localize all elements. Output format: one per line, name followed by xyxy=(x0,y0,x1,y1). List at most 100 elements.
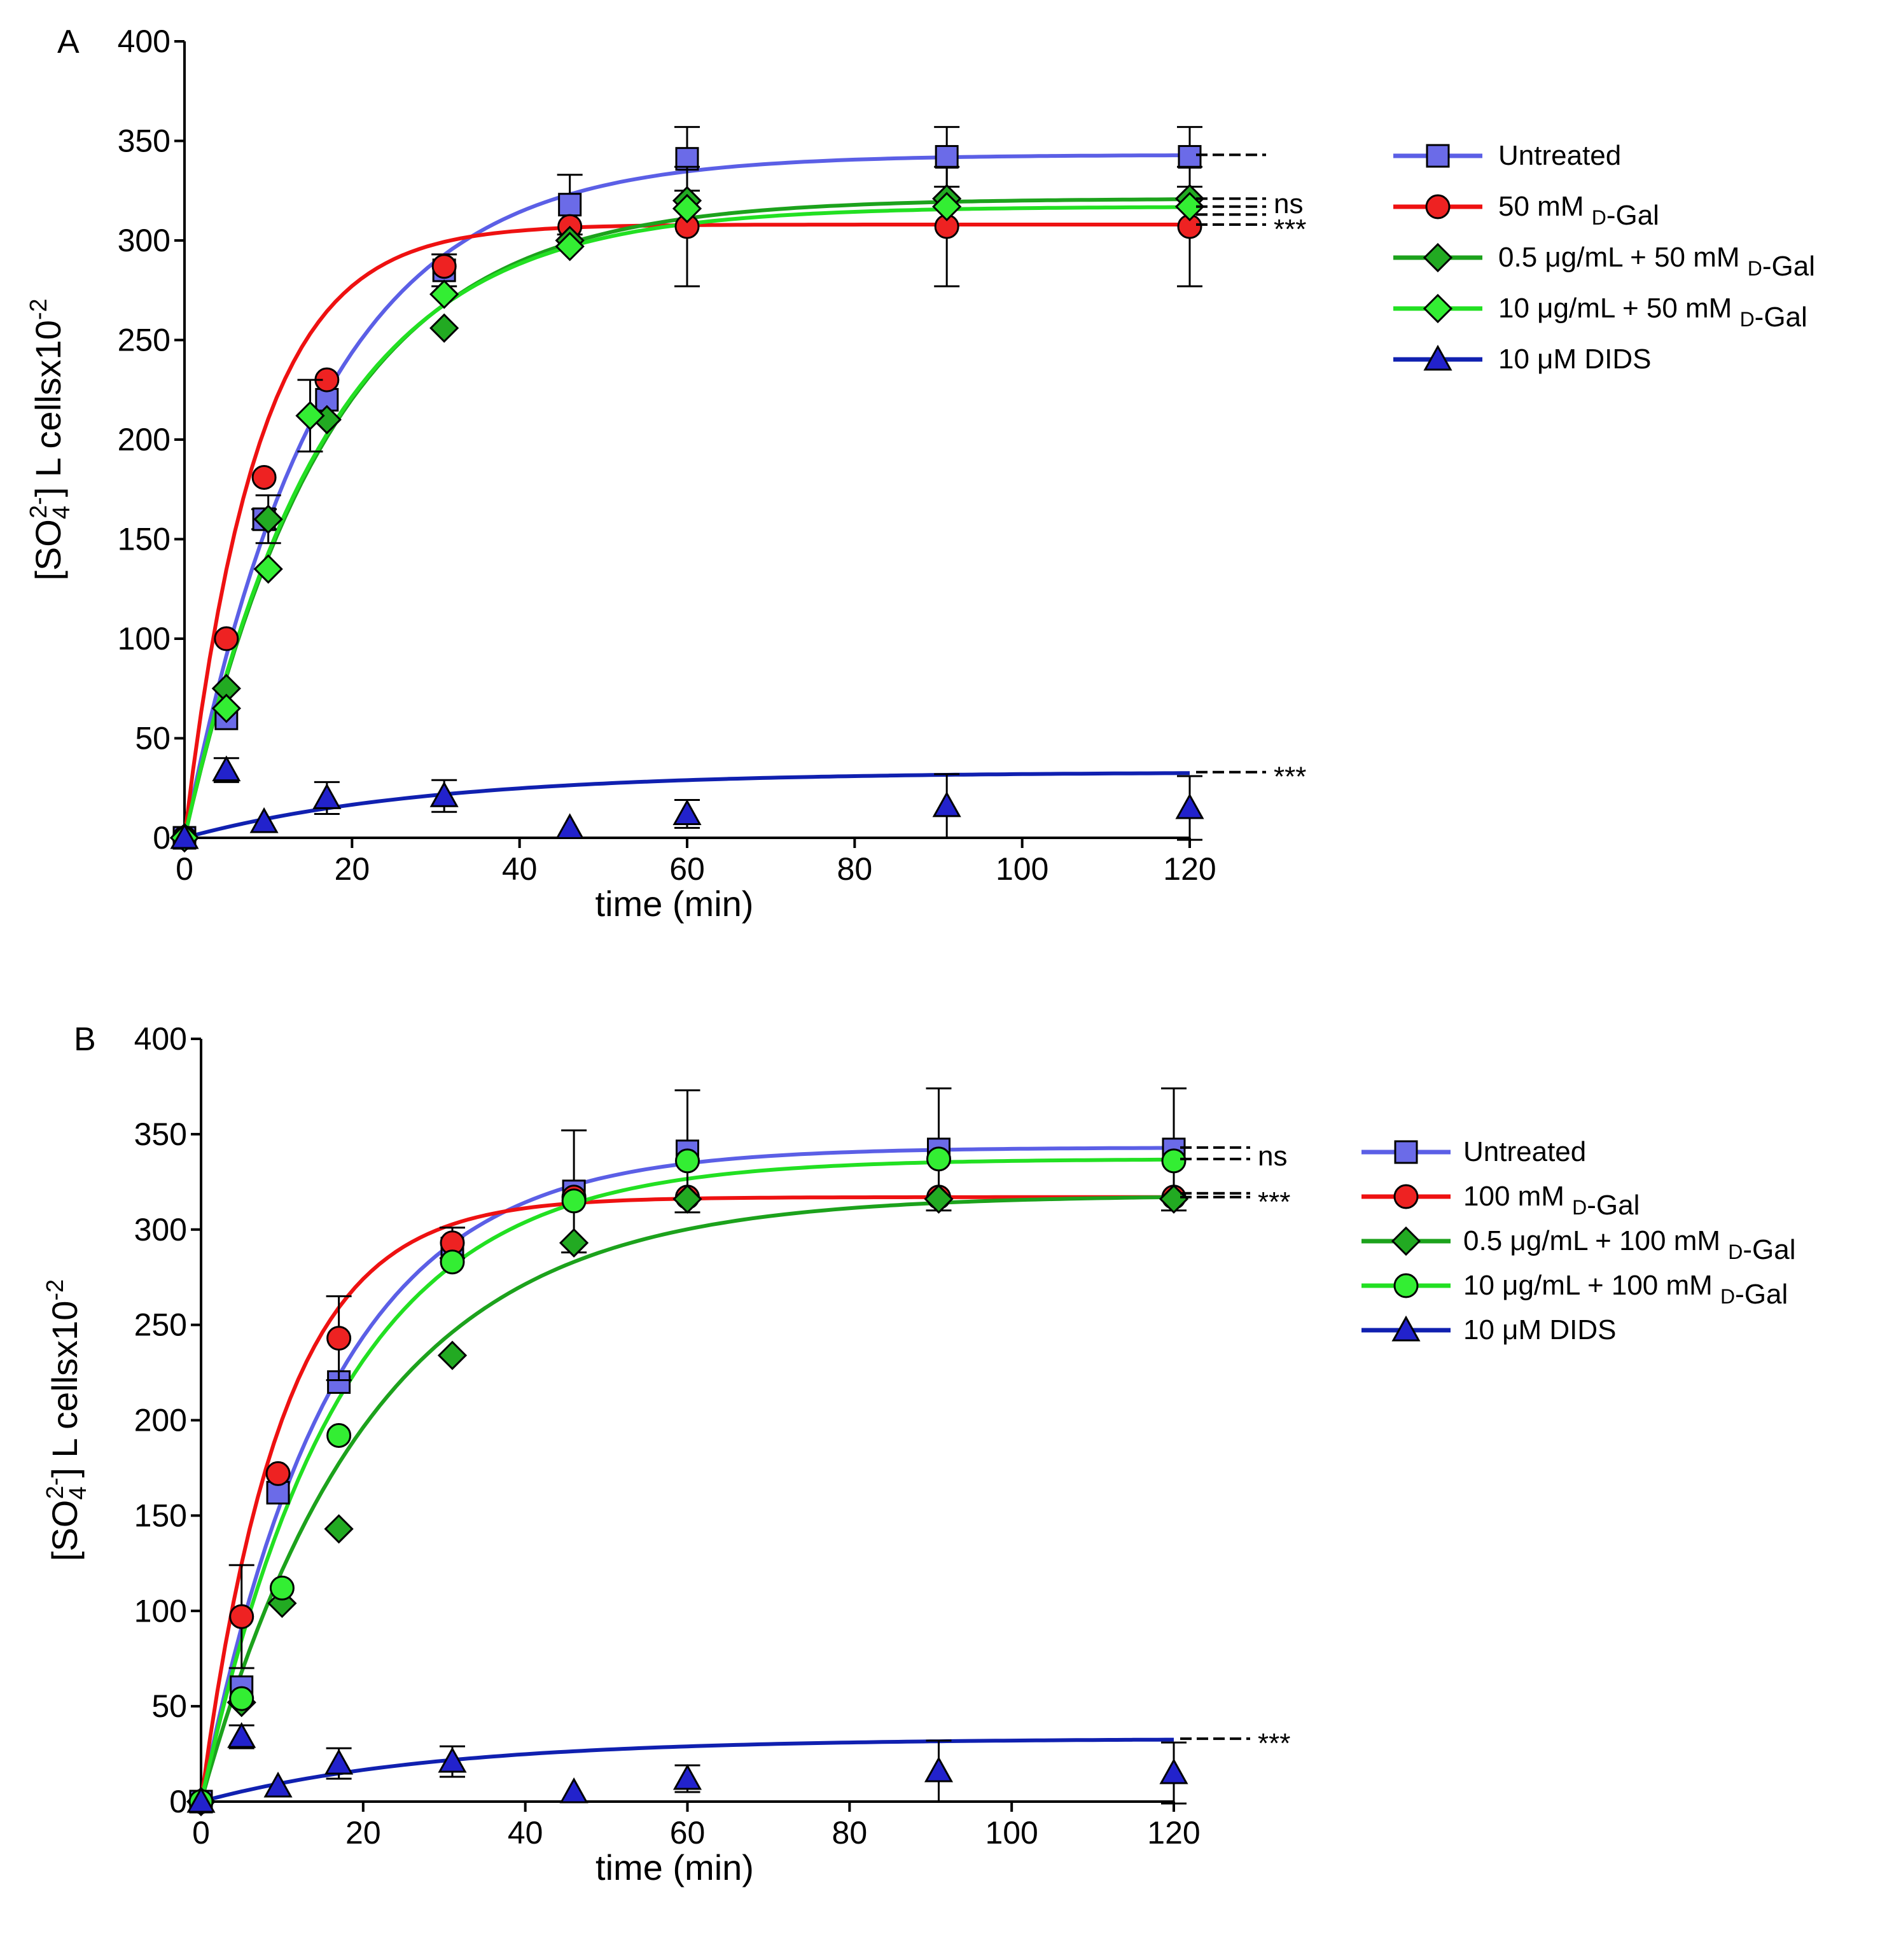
points-gal100 xyxy=(188,1185,1187,1814)
data-point-dids xyxy=(559,1777,588,1804)
y-axis-title-part: 4 xyxy=(48,506,75,519)
x-tick-label: 120 xyxy=(1147,1815,1200,1851)
y-tick-label: 200 xyxy=(118,422,171,457)
legend-item-dark_green: 0.5 μg/mL + 100 mM D-Gal xyxy=(1361,1225,1795,1265)
data-point-dids xyxy=(212,755,241,782)
data-point-dark_green xyxy=(559,1228,589,1258)
y-axis-title: [SO42-] L cellsx10-2 xyxy=(42,1279,92,1561)
data-point-light_green xyxy=(229,1686,254,1711)
legend-item-light_green: 10 μg/mL + 100 mM D-Gal xyxy=(1361,1270,1788,1310)
series-dids xyxy=(184,771,1190,840)
data-point-light_green xyxy=(926,1146,951,1172)
legend-item-dids: 10 μM DIDS xyxy=(1361,1314,1617,1345)
legend-marker-gal100 xyxy=(1393,1184,1419,1209)
y-tick-label: 350 xyxy=(118,123,171,159)
data-point-dids xyxy=(555,813,585,839)
data-point-dids xyxy=(429,781,459,807)
legend-text-part: -Gal xyxy=(1735,1279,1788,1310)
series-untreated xyxy=(199,1146,1174,1802)
legend-text-part: M DIDS xyxy=(1519,1314,1617,1345)
legend-text-part: 0.5 xyxy=(1463,1225,1510,1256)
y-tick-label: 250 xyxy=(134,1307,187,1343)
data-point-gal100 xyxy=(229,1604,254,1629)
legend-marker-untreated xyxy=(1394,1140,1418,1164)
legend-text-part: Untreated xyxy=(1498,140,1621,171)
data-point-light_green xyxy=(932,191,962,221)
legend-subscript: D xyxy=(1748,257,1762,280)
data-point-light_green xyxy=(440,1249,465,1275)
fit-curve-dids xyxy=(200,1737,1174,1804)
legend-text-part: -Gal xyxy=(1743,1234,1795,1265)
y-tick-label: 350 xyxy=(134,1116,187,1152)
legend-text-part: 10 xyxy=(1463,1314,1502,1345)
data-point-light_green xyxy=(675,1148,700,1174)
legend-subscript: D xyxy=(1572,1196,1587,1219)
legend-marker-untreated xyxy=(1426,144,1450,168)
legend-text-part: μ xyxy=(1510,1225,1526,1256)
data-point-light_green xyxy=(269,1575,295,1601)
data-point-dark_green xyxy=(253,504,283,534)
fit-curve-dark_green xyxy=(199,1195,1174,1802)
x-tick-label: 60 xyxy=(669,851,705,887)
legend-item-dids: 10 μM DIDS xyxy=(1393,344,1652,375)
x-tick-label: 60 xyxy=(670,1815,706,1851)
points-dark_green xyxy=(186,1184,1189,1817)
data-point-dids xyxy=(932,791,961,817)
series-dark_green xyxy=(183,197,1190,838)
y-tick-label: 400 xyxy=(118,24,171,59)
data-point-gal100 xyxy=(265,1461,291,1486)
legend-item-untreated: Untreated xyxy=(1393,140,1621,171)
fit-curve-untreated xyxy=(199,1146,1174,1802)
legend-text-part: 10 xyxy=(1463,1270,1502,1301)
x-tick-label: 100 xyxy=(985,1815,1038,1851)
data-point-untreated xyxy=(935,145,959,169)
significance-label: *** xyxy=(1274,214,1306,245)
legend-item-gal100: 100 mM D-Gal xyxy=(1361,1181,1640,1221)
legend-subscript: D xyxy=(1728,1241,1743,1263)
legend-text-part: g/mL + 100 mM xyxy=(1519,1270,1721,1301)
points-gal50 xyxy=(172,165,1202,851)
panel-label: B xyxy=(74,1021,96,1058)
legend-text-part: M DIDS xyxy=(1554,344,1652,375)
data-point-dark_green xyxy=(429,313,459,343)
legend-marker-dids xyxy=(1423,344,1452,371)
panel-a: A 0 50 100 150 200 250 300 350 400 0 20 40 60 80 100 120… xyxy=(25,24,1815,924)
significance-label: ns xyxy=(1258,1141,1287,1172)
legend-text-part: -Gal xyxy=(1587,1190,1640,1221)
legend-label-gal50: 50 mM D-Gal xyxy=(1498,191,1659,231)
data-point-dids xyxy=(312,783,342,809)
data-point-untreated xyxy=(1178,145,1202,169)
fit-curve-gal50 xyxy=(183,223,1190,838)
x-tick-label: 20 xyxy=(335,851,370,887)
data-point-light_green xyxy=(1161,1148,1187,1174)
y-axis-title-part: [SO xyxy=(45,1500,85,1561)
y-tick-label: 50 xyxy=(151,1688,187,1724)
data-point-dids xyxy=(924,1756,954,1783)
legend-marker-dids xyxy=(1391,1315,1421,1342)
y-tick-label: 300 xyxy=(134,1212,187,1248)
x-tick-label: 40 xyxy=(508,1815,543,1851)
legend-label-dids: 10 μM DIDS xyxy=(1463,1314,1617,1345)
legend-subscript: D xyxy=(1720,1285,1735,1308)
fit-curve-light_green xyxy=(199,1157,1174,1802)
legend-label-untreated: Untreated xyxy=(1463,1136,1586,1167)
legend-text-part: -Gal xyxy=(1755,302,1807,333)
significance-label: *** xyxy=(1258,1186,1290,1218)
data-point-light_green xyxy=(1174,191,1205,221)
x-tick-label: 120 xyxy=(1163,851,1216,887)
y-axis-title-part: 4 xyxy=(65,1487,92,1500)
legend-text-part: 0.5 xyxy=(1498,242,1545,273)
y-tick-label: 50 xyxy=(135,721,171,756)
legend-item-light_green: 10 μg/mL + 50 mM D-Gal xyxy=(1393,293,1807,333)
data-point-untreated xyxy=(558,193,582,217)
x-tick-label: 0 xyxy=(176,851,193,887)
data-point-gal100 xyxy=(326,1326,352,1351)
points-dids xyxy=(186,1721,1188,1813)
series-gal50 xyxy=(183,223,1190,838)
legend-label-dark_green: 0.5 μg/mL + 50 mM D-Gal xyxy=(1498,242,1815,282)
legend-text-part: -Gal xyxy=(1762,251,1815,282)
legend-text-part: -Gal xyxy=(1606,200,1659,231)
x-axis-title: time (min) xyxy=(595,1847,754,1887)
legend-label-dids: 10 μM DIDS xyxy=(1498,344,1652,375)
legend-label-light_green: 10 μg/mL + 50 mM D-Gal xyxy=(1498,293,1807,333)
